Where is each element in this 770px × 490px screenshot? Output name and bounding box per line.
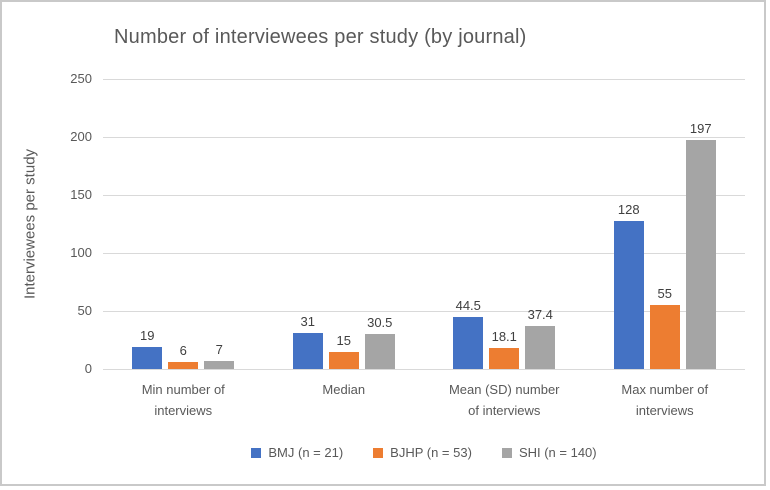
y-axis-tick-label: 250 [70, 71, 92, 86]
x-axis-label: Median [322, 382, 366, 397]
plot-area: 19 6 7 31 15 30.5 44.5 18.1 37.4 128 55 197 [103, 79, 745, 370]
x-axis-label-cell: Min number of interviews [103, 379, 264, 421]
y-axis-tick-label: 100 [70, 245, 92, 260]
x-axis-labels: Min number of interviews Median Mean (SD) … [103, 379, 745, 421]
gridline [103, 369, 745, 370]
legend-label: BMJ (n = 21) [268, 445, 344, 460]
bar-group: 31 15 30.5 [264, 79, 425, 369]
bar: 37.4 [525, 307, 556, 369]
legend-label: SHI (n = 140) [518, 445, 597, 460]
bar: 128 [613, 202, 644, 369]
bar: 7 [204, 342, 235, 369]
bar: 44.5 [453, 298, 484, 369]
x-axis-label-cell: Mean (SD) number of interviews [424, 379, 585, 421]
legend-swatch-icon [501, 447, 512, 458]
x-axis-label-cell: Median [264, 379, 425, 421]
bar: 197 [685, 121, 716, 369]
y-axis-tick-label: 0 [84, 361, 92, 376]
gridline [103, 195, 745, 196]
legend-item: SHI (n = 140) [501, 445, 597, 460]
bar: 18.1 [489, 329, 520, 369]
data-label: 44.5 [455, 298, 481, 314]
chart-title: Number of interviewees per study (by jou… [114, 26, 527, 48]
y-axis-title: Interviewees per study [21, 148, 39, 300]
data-label: 128 [617, 201, 640, 217]
bar: 19 [132, 328, 163, 369]
gridline [103, 79, 745, 80]
legend-item: BJHP (n = 53) [373, 445, 472, 460]
legend-swatch-icon [251, 447, 262, 458]
gridline [103, 311, 745, 312]
data-label: 19 [140, 327, 155, 343]
x-axis-label: Mean (SD) number of interviews [448, 382, 560, 418]
data-label: 18.1 [491, 329, 517, 345]
bar-group: 44.5 18.1 37.4 [424, 79, 585, 369]
x-axis-label: Min number of interviews [141, 382, 225, 418]
bar: 15 [328, 333, 359, 369]
legend-label: BJHP (n = 53) [390, 445, 472, 460]
bar-groups: 19 6 7 31 15 30.5 44.5 18.1 37.4 128 55 197 [103, 79, 745, 369]
data-label: 197 [689, 121, 712, 137]
x-axis-label: Max number of interviews [621, 382, 709, 418]
legend-item: BMJ (n = 21) [251, 445, 343, 460]
bar: 31 [292, 314, 323, 369]
data-label: 55 [657, 286, 672, 302]
data-label: 31 [300, 314, 315, 330]
bar: 6 [168, 343, 199, 369]
bar: 55 [649, 286, 680, 369]
gridline [103, 137, 745, 138]
legend-swatch-icon [373, 447, 384, 458]
bar: 30.5 [364, 315, 395, 369]
data-label: 7 [215, 341, 223, 357]
data-label: 6 [179, 343, 187, 359]
bar-group: 128 55 197 [585, 79, 746, 369]
data-label: 30.5 [367, 314, 393, 330]
y-axis-tick-label: 200 [70, 129, 92, 144]
gridline [103, 253, 745, 254]
data-label: 15 [336, 332, 351, 348]
x-axis-label-cell: Max number of interviews [585, 379, 746, 421]
data-label: 37.4 [527, 306, 553, 322]
bar-group: 19 6 7 [103, 79, 264, 369]
y-axis-tick-label: 50 [77, 303, 92, 318]
y-axis-tick-label: 150 [70, 187, 92, 202]
legend: BMJ (n = 21) BJHP (n = 53) SHI (n = 140) [103, 445, 745, 460]
